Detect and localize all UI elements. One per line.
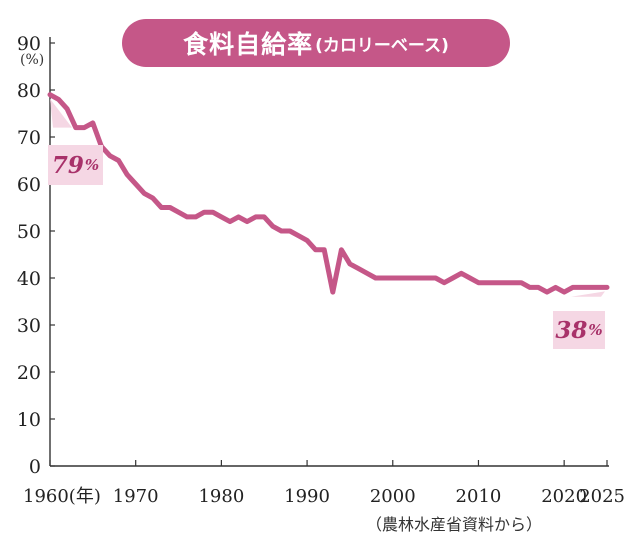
source-note: （農林水産省資料から） — [366, 515, 543, 534]
x-tick-label: 1990 — [284, 486, 330, 507]
y-axis: 0 10 20 30 40 50 60 70 80 90 — [17, 33, 55, 478]
x-tick-label: 2020 — [541, 486, 587, 507]
callout-end-pointer — [571, 291, 605, 297]
y-tick-label: 20 — [17, 362, 41, 384]
callout-start-value: 79% — [48, 145, 103, 185]
x-tick-label: 1970 — [113, 486, 159, 507]
callout-start-pointer — [50, 98, 72, 128]
y-tick-label: 90 — [17, 33, 41, 55]
y-tick-label: 50 — [17, 221, 41, 243]
x-tick-label: 2000 — [370, 486, 416, 507]
x-tick-label: 2010 — [456, 486, 502, 507]
chart-title-sub: (カロリーベース) — [315, 35, 449, 56]
x-tick-label: 1960(年) — [23, 486, 101, 507]
x-tick-label: 2025 — [579, 486, 625, 507]
chart-title-main: 食料自給率 — [183, 30, 314, 59]
callout-end-value: 38% — [553, 311, 605, 349]
callout-end-number: 38 — [555, 316, 588, 344]
y-tick-label: 10 — [17, 409, 41, 431]
y-tick-label: 40 — [17, 268, 41, 290]
y-tick-label: 60 — [17, 174, 41, 196]
chart-title: 食料自給率 (カロリーベース) — [122, 19, 510, 67]
callout-end-unit: % — [588, 321, 603, 339]
x-tick-label: 1980 — [198, 486, 244, 507]
y-tick-label: 70 — [17, 127, 41, 149]
y-axis-unit-label: (%) — [20, 52, 44, 68]
y-tick-label: 80 — [17, 80, 41, 102]
y-tick-label: 0 — [29, 456, 41, 478]
callout-start-number: 79 — [51, 151, 84, 179]
series-group — [47, 92, 610, 297]
callout-start-unit: % — [84, 156, 100, 174]
y-tick-label: 30 — [17, 315, 41, 337]
series-line — [47, 92, 610, 295]
